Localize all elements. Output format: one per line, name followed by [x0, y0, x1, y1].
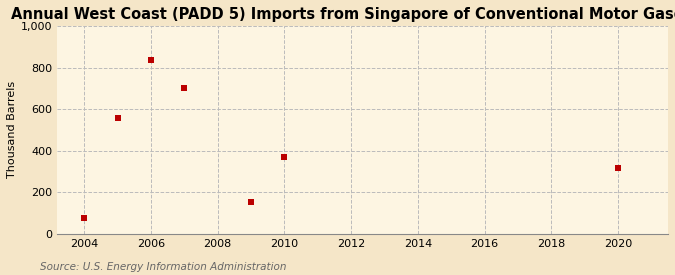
Point — [246, 199, 256, 204]
Point — [112, 116, 123, 121]
Point — [179, 86, 190, 90]
Title: Annual West Coast (PADD 5) Imports from Singapore of Conventional Motor Gasoline: Annual West Coast (PADD 5) Imports from … — [11, 7, 675, 22]
Point — [146, 58, 157, 62]
Point — [79, 216, 90, 221]
Point — [279, 155, 290, 159]
Y-axis label: Thousand Barrels: Thousand Barrels — [7, 81, 17, 178]
Text: Source: U.S. Energy Information Administration: Source: U.S. Energy Information Administ… — [40, 262, 287, 272]
Point — [613, 166, 624, 170]
